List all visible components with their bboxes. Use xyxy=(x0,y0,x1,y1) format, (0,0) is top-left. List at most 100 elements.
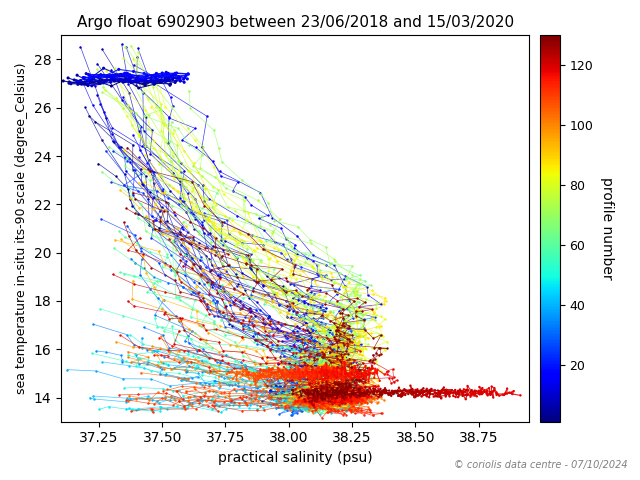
Point xyxy=(303,383,314,391)
Point xyxy=(300,385,310,393)
Point xyxy=(305,379,315,386)
Point xyxy=(286,392,296,400)
Point xyxy=(276,365,287,373)
Point xyxy=(190,136,200,144)
Point xyxy=(361,394,371,402)
Point xyxy=(295,390,305,397)
Point xyxy=(364,340,374,348)
Point xyxy=(139,80,149,88)
Point xyxy=(284,388,294,396)
Point xyxy=(278,348,288,356)
Point xyxy=(319,372,330,379)
Point xyxy=(310,397,321,405)
Point xyxy=(157,331,168,339)
Point xyxy=(324,373,335,381)
Point xyxy=(422,385,432,393)
Point xyxy=(312,400,322,408)
Point xyxy=(339,405,349,412)
Point xyxy=(124,397,134,405)
Point xyxy=(344,323,354,330)
Point xyxy=(290,352,300,360)
Point xyxy=(305,361,316,369)
Point xyxy=(312,366,322,374)
Point xyxy=(249,369,259,377)
Point xyxy=(308,334,319,342)
Point xyxy=(143,81,153,89)
Point xyxy=(390,387,400,395)
Point xyxy=(362,399,372,407)
Point xyxy=(248,397,259,405)
Point xyxy=(303,361,314,369)
Point xyxy=(292,360,303,368)
Point xyxy=(341,411,351,419)
Point xyxy=(308,374,319,382)
Point xyxy=(440,393,451,400)
Point xyxy=(312,386,323,394)
Point xyxy=(154,259,164,266)
Point xyxy=(190,124,200,132)
Point xyxy=(292,223,303,230)
Point xyxy=(325,349,335,357)
Point xyxy=(262,343,273,350)
Point xyxy=(344,335,355,343)
Point xyxy=(343,395,353,403)
Point xyxy=(252,272,262,280)
Point xyxy=(240,287,250,294)
Point xyxy=(389,389,399,397)
Point xyxy=(136,255,147,263)
Point xyxy=(264,321,275,328)
Point xyxy=(188,162,198,169)
Point xyxy=(294,372,304,380)
Point xyxy=(290,406,300,413)
Point xyxy=(338,365,348,372)
Point xyxy=(214,168,225,175)
Point xyxy=(454,390,464,398)
Point xyxy=(322,385,332,393)
Point xyxy=(314,386,324,394)
Point xyxy=(321,361,331,369)
Point xyxy=(321,387,332,395)
Point xyxy=(350,398,360,406)
Point xyxy=(363,291,373,299)
Point xyxy=(492,391,502,399)
Point xyxy=(328,332,338,339)
Point xyxy=(316,371,326,379)
Point xyxy=(279,394,289,402)
Point xyxy=(175,278,186,286)
Point xyxy=(316,313,326,321)
Point xyxy=(321,396,332,403)
Point xyxy=(218,309,228,316)
Point xyxy=(440,386,450,394)
Point xyxy=(300,376,310,384)
Point xyxy=(268,365,278,372)
Point xyxy=(289,366,300,374)
Point xyxy=(314,398,324,406)
Point xyxy=(154,160,164,168)
Point xyxy=(309,386,319,394)
Point xyxy=(111,172,121,180)
Point xyxy=(282,379,292,387)
Point xyxy=(307,391,317,399)
Point xyxy=(221,370,232,378)
Point xyxy=(337,396,347,404)
Point xyxy=(299,302,309,310)
Point xyxy=(350,384,360,392)
Point xyxy=(310,347,320,355)
Point xyxy=(196,357,207,364)
Point xyxy=(382,338,392,346)
Point xyxy=(297,372,307,379)
Point xyxy=(289,400,300,408)
Point xyxy=(341,347,351,355)
Point xyxy=(309,397,319,405)
Point xyxy=(369,396,379,403)
Point xyxy=(309,394,319,401)
Point xyxy=(130,78,140,85)
Point xyxy=(146,405,156,412)
Point xyxy=(474,387,484,395)
Point xyxy=(432,390,442,397)
Point xyxy=(287,294,298,302)
Point xyxy=(343,401,353,409)
Point xyxy=(154,224,164,231)
Point xyxy=(341,391,351,398)
Point xyxy=(306,384,316,392)
